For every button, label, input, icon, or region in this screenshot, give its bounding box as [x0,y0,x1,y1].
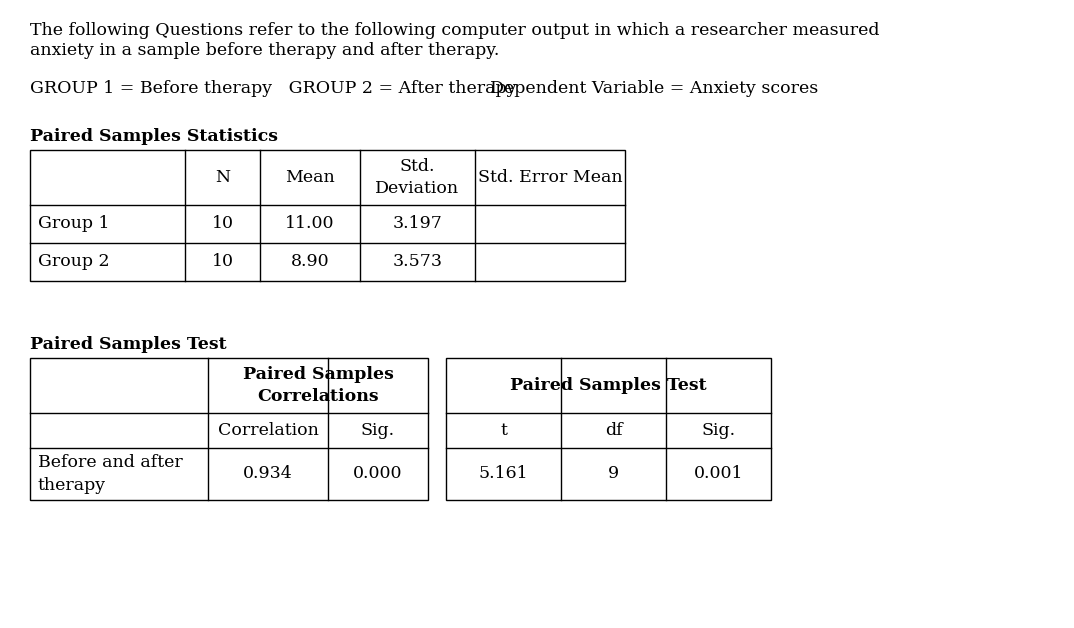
Text: 11.00: 11.00 [286,215,335,232]
Text: 3.573: 3.573 [392,254,442,271]
Text: anxiety in a sample before therapy and after therapy.: anxiety in a sample before therapy and a… [30,42,499,59]
Text: Sig.: Sig. [361,422,395,439]
Text: 3.197: 3.197 [393,215,442,232]
Bar [30,150,625,281]
Text: Group 1: Group 1 [38,215,110,232]
Text: Paired Samples Test: Paired Samples Test [510,377,707,394]
Text: 8.90: 8.90 [291,254,330,271]
Text: 10: 10 [212,254,233,271]
Text: N: N [215,169,230,186]
Text: Paired Samples Statistics: Paired Samples Statistics [30,128,278,145]
Text: 0.001: 0.001 [694,465,743,482]
Text: Before and after
therapy: Before and after therapy [38,454,183,494]
Text: 0.934: 0.934 [243,465,293,482]
Text: 9: 9 [608,465,619,482]
Text: Paired Samples Test: Paired Samples Test [30,336,227,353]
Text: Group 2: Group 2 [38,254,110,271]
Text: The following Questions refer to the following computer output in which a resear: The following Questions refer to the fol… [30,22,880,39]
Bar [30,358,429,500]
Text: t: t [500,422,507,439]
Text: Std. Error Mean: Std. Error Mean [478,169,622,186]
Text: Correlation: Correlation [218,422,318,439]
Text: Sig.: Sig. [701,422,736,439]
Text: 10: 10 [212,215,233,232]
Bar [446,358,771,500]
Text: Paired Samples
Correlations: Paired Samples Correlations [243,366,393,405]
Text: 0.000: 0.000 [353,465,403,482]
Text: GROUP 1 = Before therapy   GROUP 2 = After therapy: GROUP 1 = Before therapy GROUP 2 = After… [30,80,517,97]
Text: Mean: Mean [285,169,335,186]
Text: Std.
Deviation: Std. Deviation [376,158,460,197]
Text: df: df [605,422,622,439]
Text: 5.161: 5.161 [479,465,528,482]
Text: Dependent Variable = Anxiety scores: Dependent Variable = Anxiety scores [490,80,818,97]
